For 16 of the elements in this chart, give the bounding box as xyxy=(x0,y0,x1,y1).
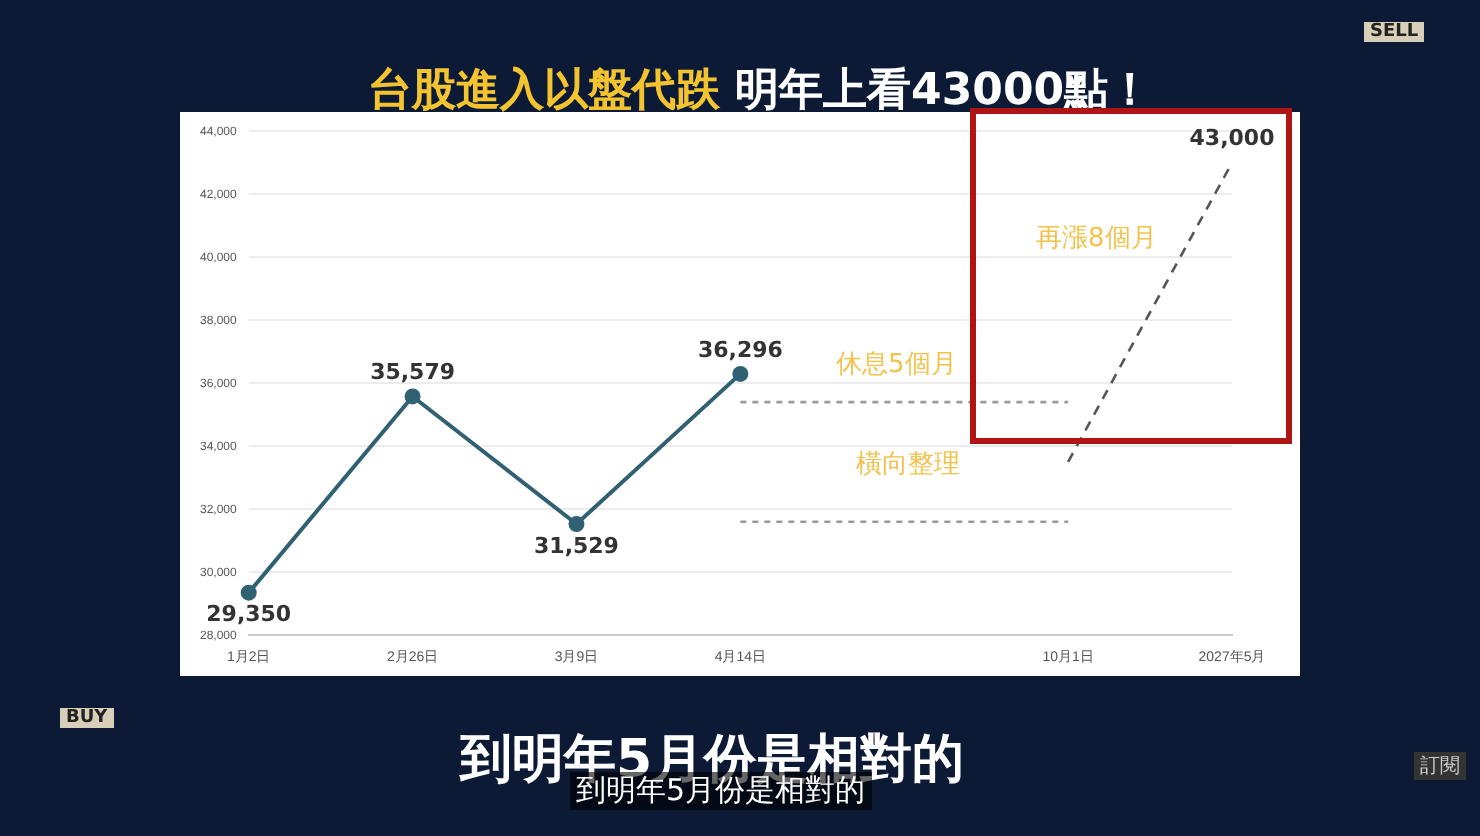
chart-title: 台股進入以盤代跌 明年上看43000點！ xyxy=(367,66,1153,116)
point xyxy=(568,516,585,533)
data-label: 43,000 xyxy=(1189,125,1276,152)
data-label: 31,529 xyxy=(534,532,619,559)
text: BUY xyxy=(60,708,114,728)
point xyxy=(404,388,421,405)
point xyxy=(732,365,749,382)
data-label: 29,350 xyxy=(206,601,292,628)
point xyxy=(240,584,257,601)
annotation: 再漲8個月 xyxy=(1036,222,1157,256)
text: SELL xyxy=(1364,22,1425,42)
annotation: 休息5個月 xyxy=(836,348,957,382)
text: 訂閱 xyxy=(1414,752,1466,780)
annotation: 橫向整理 xyxy=(856,448,960,482)
data-label: 35,579 xyxy=(370,359,456,386)
data-label: 36,296 xyxy=(697,336,784,363)
